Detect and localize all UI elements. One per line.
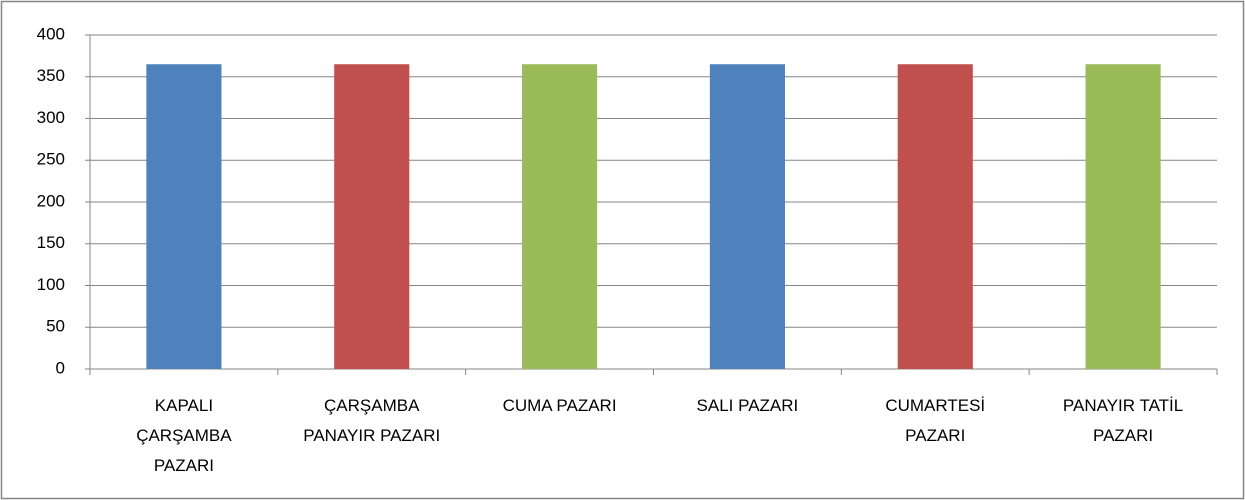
y-tick-label: 250 bbox=[37, 150, 65, 169]
y-tick-label: 150 bbox=[37, 233, 65, 252]
bar bbox=[522, 64, 598, 369]
y-tick-label: 300 bbox=[37, 108, 65, 127]
bar bbox=[146, 64, 222, 369]
bar bbox=[334, 64, 410, 369]
y-tick-label: 100 bbox=[37, 275, 65, 294]
y-tick-label: 0 bbox=[56, 358, 65, 377]
bar bbox=[897, 64, 973, 369]
y-tick-label: 50 bbox=[46, 317, 65, 336]
bar bbox=[709, 64, 785, 369]
y-tick-label: 350 bbox=[37, 66, 65, 85]
x-tick-label: PANAYIR TATİL PAZARI bbox=[1062, 396, 1184, 445]
x-tick-label: SALI PAZARI bbox=[696, 396, 799, 415]
y-tick-label: 200 bbox=[37, 191, 65, 210]
x-tick-label: CUMARTESİ PAZARI bbox=[885, 396, 986, 445]
x-tick-label: KAPALI ÇARŞAMBA PAZARI bbox=[136, 396, 232, 475]
y-tick-label: 400 bbox=[37, 24, 65, 43]
x-tick-label: ÇARŞAMBA PANAYIR PAZARI bbox=[303, 396, 441, 445]
x-tick-label: CUMA PAZARI bbox=[502, 396, 617, 415]
bar bbox=[1085, 64, 1161, 369]
